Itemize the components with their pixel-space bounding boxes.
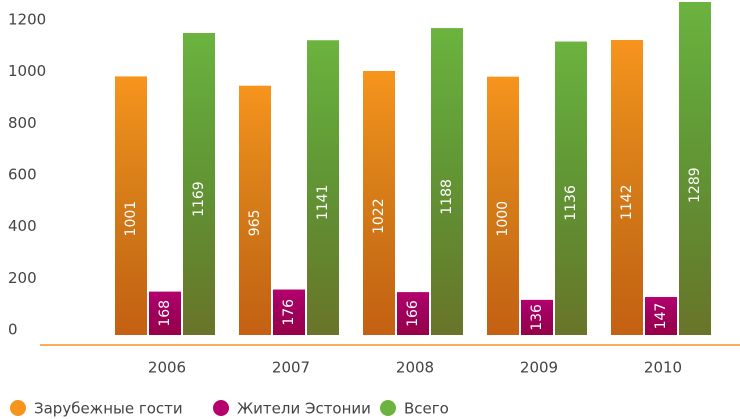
data-label: 1142: [619, 184, 635, 220]
data-label: 1141: [315, 185, 331, 221]
x-tick-label: 2007: [272, 359, 310, 377]
legend-label: Зарубежные гости: [34, 400, 183, 418]
data-label: 1136: [563, 185, 579, 221]
y-tick-label: 400: [8, 217, 37, 235]
x-tick-label: 2010: [644, 359, 682, 377]
data-label: 965: [247, 209, 263, 236]
legend-marker: [213, 400, 229, 416]
y-tick-label: 200: [8, 269, 37, 287]
data-label: 168: [157, 300, 173, 327]
legend-label: Всего: [404, 400, 449, 418]
data-label: 147: [653, 303, 669, 330]
bar-shade: [555, 41, 587, 336]
legend-marker: [10, 400, 26, 416]
x-tick-label: 2009: [520, 359, 558, 377]
bar-shade: [115, 76, 147, 336]
bar-shade: [397, 292, 429, 335]
x-tick-label: 2008: [396, 359, 434, 377]
data-label: 176: [281, 299, 297, 326]
bar-shade: [611, 39, 643, 335]
data-label: 1022: [371, 198, 387, 234]
legend-marker: [380, 400, 396, 416]
y-tick-label: 1000: [8, 62, 46, 80]
y-tick-label: 800: [8, 114, 37, 132]
bar-shade: [273, 289, 305, 335]
bar-shade: [149, 291, 181, 335]
y-tick-label: 0: [8, 321, 18, 339]
bar-shade: [521, 299, 553, 335]
bar-shade: [431, 28, 463, 335]
data-label: 166: [405, 300, 421, 327]
y-tick-label: 1200: [8, 11, 46, 29]
bar-shade: [363, 70, 395, 335]
x-tick-label: 2006: [148, 359, 186, 377]
y-tick-label: 600: [8, 166, 37, 184]
data-label: 1001: [123, 201, 139, 237]
bar-shade: [307, 40, 339, 335]
bar-shade: [239, 85, 271, 335]
bar-shade: [183, 33, 215, 336]
bar-shade: [645, 297, 677, 335]
data-label: 1188: [439, 179, 455, 215]
data-label: 1169: [191, 181, 207, 217]
legend-label: Жители Эстонии: [237, 400, 371, 418]
data-label: 136: [529, 304, 545, 331]
data-label: 1000: [495, 201, 511, 237]
data-label: 1289: [687, 167, 703, 203]
bar-shade: [679, 2, 711, 336]
bar-shade: [487, 76, 519, 336]
